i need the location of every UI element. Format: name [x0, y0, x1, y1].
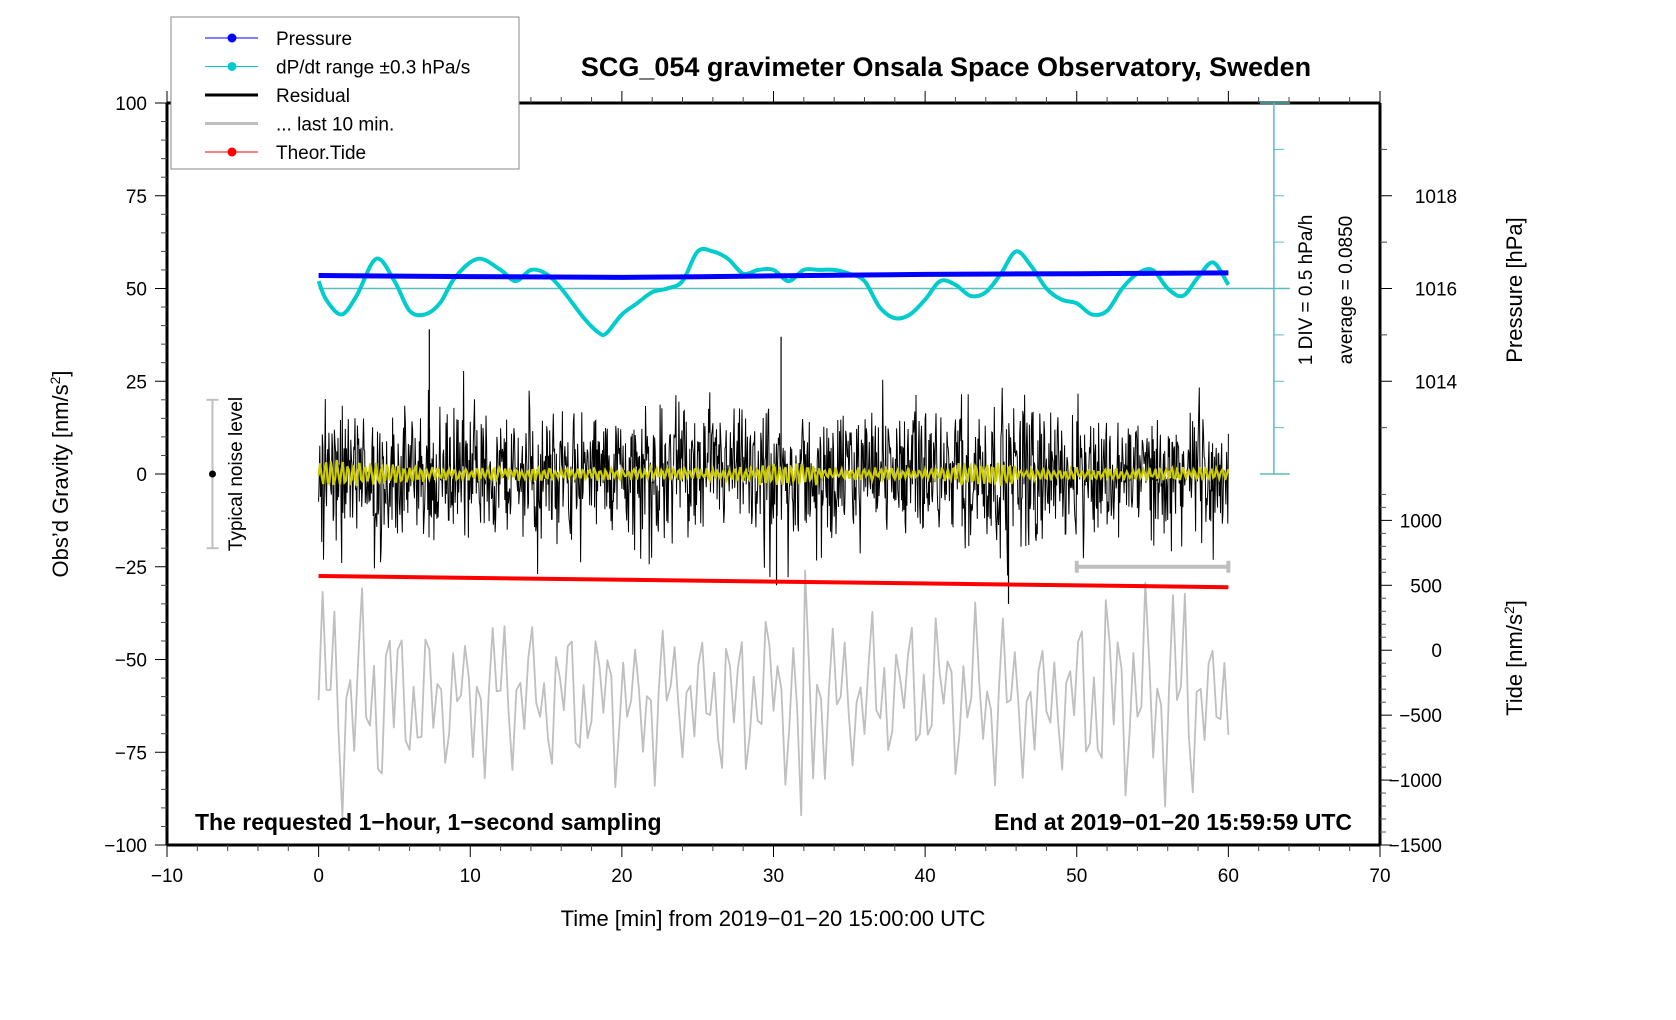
legend-swatch-marker	[227, 33, 237, 43]
legend-swatch-marker	[227, 62, 237, 71]
tide-tick-label: −500	[1399, 706, 1442, 727]
noise-bar-center-dot	[208, 470, 216, 478]
legend-label: ... last 10 min.	[276, 115, 394, 136]
legend: Pressure dP/dt range ±0.3 hPa/s Residual..…	[170, 16, 520, 170]
legend-item: dP/dt range ±0.3 hPa/s	[205, 58, 470, 79]
pressure-tick-label: 1014	[1415, 372, 1458, 393]
legend-item: ... last 10 min.	[205, 115, 394, 136]
y-axis-title-left: Obs’d Gravity [nm/s2]	[47, 370, 73, 577]
tide-tick-label: −1500	[1389, 836, 1442, 857]
y-tick-label: 25	[126, 372, 147, 393]
y-tick-label: 75	[126, 187, 147, 208]
x-tick-label: 10	[460, 866, 481, 887]
x-tick-label: 0	[313, 866, 324, 887]
x-tick-label: −10	[151, 866, 183, 887]
legend-box	[170, 16, 520, 170]
axes-layer: −10 0 10 20 30 40 50 60 701007550250−25−50−75−10…	[104, 91, 1458, 887]
annotation-bottom-right: End at 2019−01−20 15:59:59 UTC	[994, 809, 1352, 835]
y-tick-label: 100	[115, 94, 147, 115]
x-tick-label: 50	[1066, 866, 1087, 887]
legend-label: Pressure	[276, 29, 352, 50]
noise-level-label: Typical noise level	[226, 397, 247, 551]
legend-item: Pressure	[205, 29, 352, 50]
y-axis-title-sup: 2	[47, 376, 63, 384]
series-pressure	[318, 270, 1229, 280]
tide-axis-title: Tide [nm/s2]	[1501, 600, 1527, 716]
series-residual-smoothed	[317, 459, 1230, 487]
pressure-axis-title: Pressure [hPa]	[1502, 217, 1527, 363]
y-tick-label: −100	[104, 836, 147, 857]
tide-axis-title-sup: 2	[1501, 606, 1517, 614]
legend-item: Theor.Tide	[205, 143, 366, 164]
tide-tick-label: −1000	[1389, 771, 1442, 792]
tide-tick-label: 0	[1431, 641, 1442, 662]
x-tick-label: 30	[763, 866, 784, 887]
y-tick-label: −75	[115, 743, 147, 764]
series-last-10-min	[317, 569, 1230, 818]
legend-label: dP/dt range ±0.3 hPa/s	[276, 58, 470, 79]
y-axis-title-main: Obs’d Gravity [nm/s	[48, 384, 73, 577]
series-dpdt	[316, 246, 1231, 338]
x-tick-label: 20	[611, 866, 632, 887]
dpdt-division-label: 1 DIV = 0.5 hPa/h	[1296, 215, 1317, 366]
chart-title: SCG_054 gravimeter Onsala Space Observat…	[581, 52, 1311, 82]
series-layer	[316, 246, 1290, 818]
pressure-tick-label: 1016	[1415, 280, 1457, 301]
tide-axis-title-main: Tide [nm/s	[1502, 614, 1527, 716]
series-theor-tide	[318, 574, 1229, 590]
tide-tick-label: 500	[1410, 576, 1442, 597]
y-tick-label: 50	[126, 280, 147, 301]
y-tick-label: −50	[115, 651, 147, 672]
x-tick-label: 70	[1369, 866, 1390, 887]
x-axis-title: Time [min] from 2019−01−20 15:00:00 UTC	[561, 906, 986, 931]
tide-axis-title-end: ]	[1502, 600, 1527, 606]
y-axis-title-end: ]	[48, 370, 73, 376]
pressure-tick-label: 1018	[1415, 187, 1457, 208]
legend-swatch-marker	[227, 147, 237, 157]
y-tick-label: 0	[136, 465, 147, 486]
series-residual	[318, 370, 1229, 578]
y-tick-label: −25	[115, 558, 147, 579]
legend-label: Theor.Tide	[276, 143, 366, 164]
x-tick-label: 60	[1218, 866, 1239, 887]
dpdt-average-label: average = 0.0850	[1336, 216, 1357, 364]
x-tick-label: 40	[915, 866, 936, 887]
legend-item: Residual	[205, 86, 350, 107]
legend-label: Residual	[276, 86, 350, 107]
tide-tick-label: 1000	[1400, 511, 1442, 532]
annotation-bottom-left: The requested 1−hour, 1−second sampling	[195, 809, 662, 835]
